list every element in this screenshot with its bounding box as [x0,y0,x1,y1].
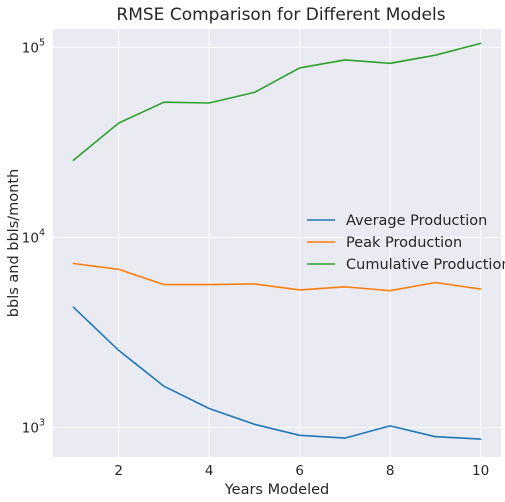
x-tick-label: 8 [386,463,395,479]
x-axis-label: Years Modeled [224,482,330,498]
series-lines [72,42,482,440]
series-line-3 [72,42,482,161]
plot-area [53,29,501,457]
y-tick-label: 104 [22,227,45,246]
x-tick-label: 10 [472,463,489,479]
series-line-2 [72,262,482,292]
y-axis-label: bbls and bbls/month [6,169,22,317]
legend: Average Production Peak Production Cumulat… [307,213,505,273]
chart-title: RMSE Comparison for Different Models [116,5,445,25]
legend-label: Peak Production [346,235,462,251]
x-tick-label: 6 [295,463,304,479]
x-tick-label: 4 [205,463,214,479]
x-tick-label: 2 [114,463,123,479]
legend-label: Cumulative Production [346,257,505,273]
tick-labels: 2 4 6 8 10 103 104 105 [22,37,489,479]
series-line-1 [72,306,482,440]
gridlines [53,29,501,457]
y-tick-label: 105 [22,37,45,56]
legend-label: Average Production [346,213,487,229]
y-tick-label: 103 [22,418,45,437]
